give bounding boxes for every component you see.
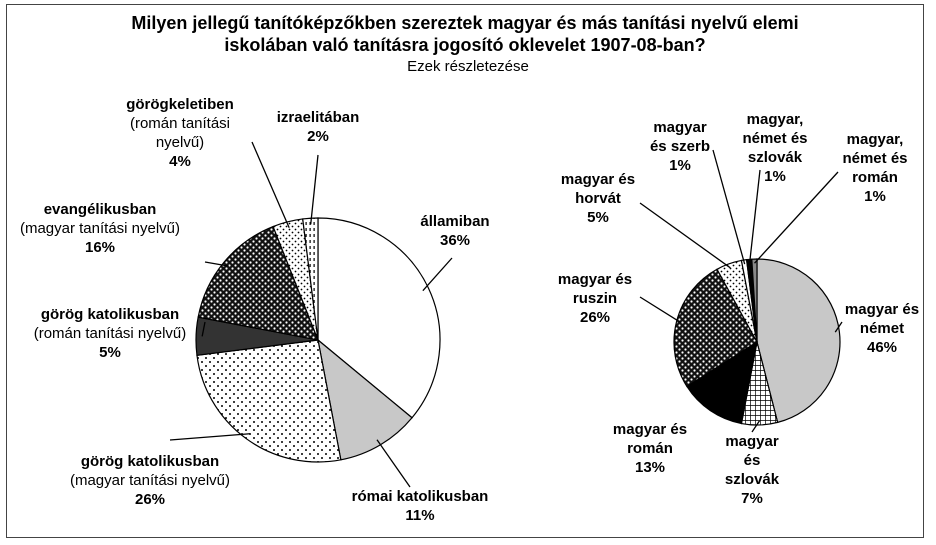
slice-label: magyar és szlovák 7% xyxy=(717,432,787,508)
leader-line xyxy=(639,296,681,323)
pie-slice xyxy=(686,340,758,425)
pie-slice xyxy=(317,217,441,419)
slice-label: izraelitában 2% xyxy=(263,108,373,146)
value-label: 1% xyxy=(864,188,886,205)
leader-line xyxy=(204,261,229,267)
category-note: (magyar tanítási nyelvű) xyxy=(69,472,231,489)
slice-label: görög katolikusban (román tanítási nyelvű… xyxy=(15,305,205,362)
leader-line xyxy=(310,154,319,225)
value-label: 1% xyxy=(764,168,786,185)
value-label: 1% xyxy=(669,157,691,174)
slice-label: magyar és román 13% xyxy=(605,420,695,477)
leader-line xyxy=(251,141,290,228)
chart-subtitle: Ezek részletezése xyxy=(407,58,529,75)
pie-slice xyxy=(673,268,758,388)
slice-label: magyar és horvát 5% xyxy=(553,170,643,227)
category-label: magyar, német és román xyxy=(842,131,908,186)
leader-line xyxy=(834,321,843,333)
category-label: görög katolikusban xyxy=(80,453,220,470)
leader-line xyxy=(748,169,761,264)
pie-slice xyxy=(302,217,319,341)
leader-line xyxy=(201,321,206,337)
category-label: magyar és szlovák xyxy=(724,433,780,488)
category-label: görögkeletiben xyxy=(126,96,234,113)
chart-frame xyxy=(6,4,924,538)
value-label: 4% xyxy=(169,153,191,170)
value-label: 5% xyxy=(99,344,121,361)
category-label: magyar és szerb xyxy=(649,119,711,155)
slice-label: magyar és német 46% xyxy=(837,300,927,357)
value-label: 36% xyxy=(439,232,471,249)
slice-label: evangélikusban (magyar tanítási nyelvű) 16… xyxy=(13,200,188,257)
value-label: 7% xyxy=(741,490,763,507)
leader-line xyxy=(639,202,731,269)
leader-line xyxy=(422,257,453,292)
category-label: magyar, német és szlovák xyxy=(742,111,808,166)
category-label: magyar és német xyxy=(844,301,920,337)
category-note: (román tanítási nyelvű) xyxy=(129,115,231,151)
category-label: izraelitában xyxy=(276,109,360,126)
category-label: magyar és ruszin xyxy=(557,271,633,307)
chart-title: Milyen jellegű tanítóképzőkben szereztek… xyxy=(131,13,799,55)
leader-line xyxy=(754,171,839,264)
category-label: római katolikusban xyxy=(351,488,489,505)
value-label: 13% xyxy=(634,459,666,476)
value-label: 26% xyxy=(579,309,611,326)
value-label: 5% xyxy=(587,209,609,226)
category-note: (magyar tanítási nyelvű) xyxy=(19,220,181,237)
slice-label: magyar, német és román 1% xyxy=(835,130,915,206)
slice-label: államiban 36% xyxy=(395,212,515,250)
leader-line xyxy=(751,420,761,433)
category-label: államiban xyxy=(420,213,490,230)
slice-label: magyar, német és szlovák 1% xyxy=(735,110,815,186)
leader-line xyxy=(169,433,250,441)
slice-label: magyar és szerb 1% xyxy=(645,118,715,175)
value-label: 11% xyxy=(405,507,435,524)
category-label: görög katolikusban xyxy=(40,306,180,323)
pie-slice xyxy=(751,258,758,343)
value-label: 16% xyxy=(84,239,116,256)
pie-slice xyxy=(197,225,319,341)
slice-label: római katolikusban 11% xyxy=(325,487,515,525)
slice-label: magyar és ruszin 26% xyxy=(550,270,640,327)
leader-line xyxy=(376,439,411,488)
pie-slice xyxy=(756,258,841,424)
slice-label: görögkeletiben (román tanítási nyelvű) 4% xyxy=(105,95,255,171)
category-label: magyar és horvát xyxy=(560,171,636,207)
category-label: magyar és román xyxy=(612,421,688,457)
category-note: (román tanítási nyelvű) xyxy=(33,325,187,342)
value-label: 2% xyxy=(307,128,329,145)
category-label: evangélikusban xyxy=(43,201,157,218)
value-label: 46% xyxy=(866,339,898,356)
leader-line xyxy=(712,149,746,265)
pie-slice xyxy=(196,339,342,463)
slice-label: görög katolikusban (magyar tanítási nyelv… xyxy=(60,452,240,509)
value-label: 26% xyxy=(134,491,166,508)
